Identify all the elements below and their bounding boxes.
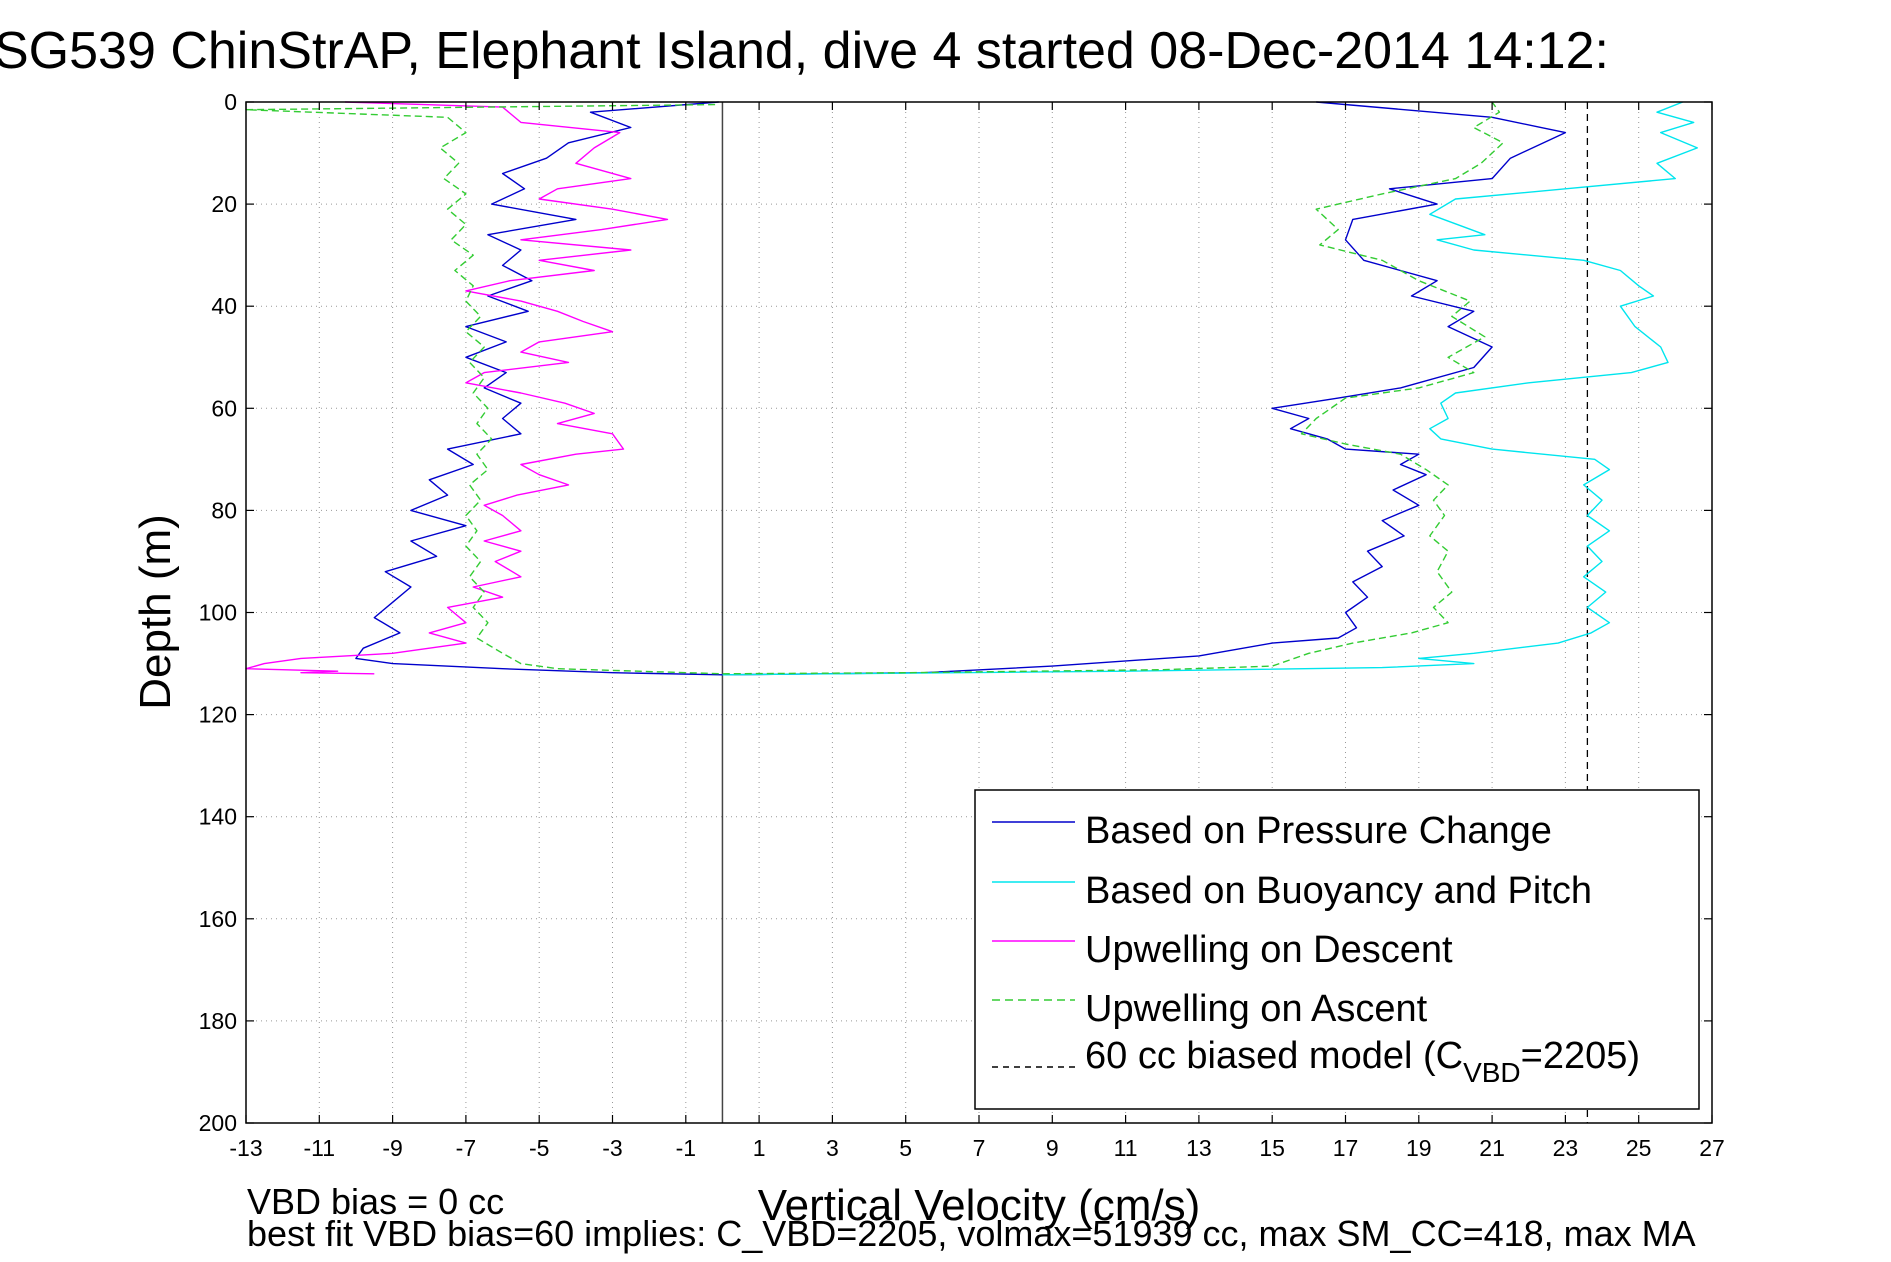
axis-ticks: -13 -11 -9 -7 -5 -3 -1 1 3 5 7 9 11 13 15 17 19 21 23 25 270…	[199, 89, 1725, 1161]
legend-label-ascent: Upwelling on Ascent	[1085, 988, 1428, 1030]
legend-label-descent: Upwelling on Descent	[1085, 929, 1453, 971]
legend-box	[974, 789, 1700, 1110]
x-tick-label: 11	[1114, 1135, 1138, 1161]
x-tick-label: 23	[1553, 1135, 1579, 1161]
y-tick-label: 120	[199, 702, 237, 728]
x-tick-label: 7	[973, 1135, 986, 1161]
y-tick-label: 100	[199, 600, 237, 626]
x-tick-label: -3	[602, 1135, 622, 1161]
legend-model-subscript: VBD	[1463, 1057, 1521, 1088]
x-tick-label: 15	[1259, 1135, 1285, 1161]
best-fit-note: best fit VBD bias=60 implies: C_VBD=2205…	[247, 1213, 1696, 1254]
legend-model-prefix: 60 cc biased model (C	[1085, 1035, 1463, 1077]
x-tick-label: -7	[456, 1135, 476, 1161]
y-tick-label: 140	[199, 804, 237, 830]
x-tick-label: 27	[1699, 1135, 1725, 1161]
x-tick-label: 1	[753, 1135, 766, 1161]
x-tick-label: -5	[529, 1135, 549, 1161]
x-tick-label: -9	[382, 1135, 402, 1161]
series-line-descent	[245, 101, 669, 675]
x-tick-label: 3	[826, 1135, 839, 1161]
y-axis-label: Depth (m)	[131, 514, 180, 710]
x-tick-label: 19	[1406, 1135, 1432, 1161]
x-tick-label: 5	[899, 1135, 912, 1161]
series-lines	[245, 101, 1699, 1123]
series-line-pressure	[355, 101, 1567, 676]
y-tick-label: 160	[199, 906, 237, 932]
y-tick-label: 180	[199, 1008, 237, 1034]
y-tick-label: 80	[211, 497, 237, 523]
x-tick-label: 25	[1626, 1135, 1652, 1161]
x-tick-label: -11	[304, 1135, 336, 1161]
vbd-bias-note: VBD bias = 0 cc	[247, 1181, 504, 1222]
y-tick-label: 200	[199, 1110, 237, 1136]
legend-label-pressure: Based on Pressure Change	[1085, 810, 1552, 852]
legend-label-model: 60 cc biased model (CVBD=2205)	[1085, 1035, 1640, 1088]
y-tick-label: 60	[211, 395, 237, 421]
series-line-buoyancy	[722, 101, 1699, 676]
y-tick-label: 20	[211, 191, 237, 217]
x-tick-label: 17	[1333, 1135, 1359, 1161]
x-axis-label: Vertical Velocity (cm/s)	[758, 1181, 1201, 1230]
series-line-ascent	[245, 101, 1504, 675]
chart-title: SG539 ChinStrAP, Elephant Island, dive 4…	[0, 22, 1609, 80]
x-tick-label: 9	[1046, 1135, 1059, 1161]
x-tick-label: 21	[1479, 1135, 1505, 1161]
legend-label-buoyancy: Based on Buoyancy and Pitch	[1085, 870, 1592, 912]
x-tick-label: -1	[676, 1135, 696, 1161]
y-tick-label: 0	[224, 89, 237, 115]
y-tick-label: 40	[211, 293, 237, 319]
legend: Based on Pressure Change Based on Buoyan…	[974, 789, 1700, 1110]
x-tick-label: 13	[1186, 1135, 1212, 1161]
x-tick-label: -13	[229, 1135, 262, 1161]
legend-model-suffix: =2205)	[1521, 1035, 1640, 1077]
